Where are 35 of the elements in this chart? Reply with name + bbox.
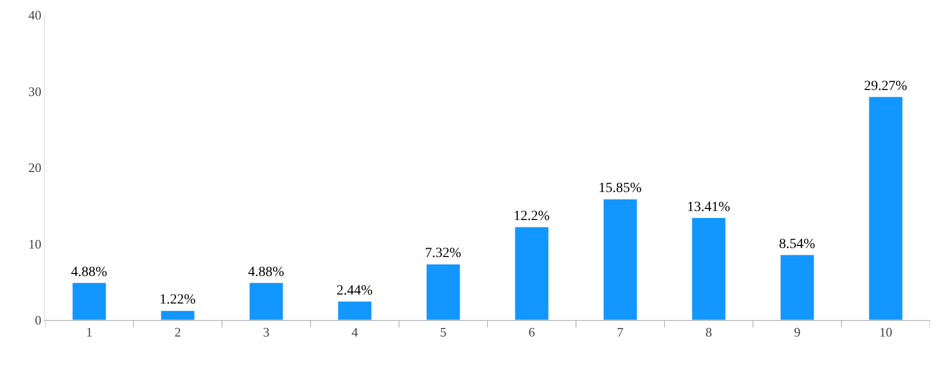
x-tick-label: 9 <box>794 324 800 340</box>
bar <box>603 198 638 320</box>
y-tick-label: 0 <box>34 312 42 328</box>
y-tick-label: 30 <box>28 84 42 99</box>
y-tick-label: 10 <box>28 236 42 252</box>
y-tick-label: 20 <box>28 160 42 176</box>
bar <box>160 310 195 320</box>
data-label: 12.2% <box>513 208 550 224</box>
bar <box>514 226 549 320</box>
data-label: 7.32% <box>425 246 462 262</box>
bar <box>72 282 106 320</box>
bar <box>692 218 726 320</box>
x-tick-label: 5 <box>440 324 446 340</box>
x-tick-label: 7 <box>617 324 624 340</box>
x-tick-label: 8 <box>706 324 712 340</box>
bar <box>868 96 903 320</box>
bar <box>338 301 372 320</box>
bar <box>780 254 814 320</box>
x-tick-label: 3 <box>263 324 270 340</box>
data-label: 2.44% <box>336 283 374 298</box>
x-tick-label: 2 <box>174 324 181 340</box>
data-label: 13.41% <box>687 200 730 215</box>
bar <box>426 264 460 320</box>
data-label: 8.54% <box>779 236 816 252</box>
data-label: 15.85% <box>598 181 642 196</box>
data-label: 4.88% <box>71 264 108 280</box>
x-tick-label: 10 <box>879 324 892 340</box>
x-tick-label: 6 <box>528 324 536 340</box>
x-tick-label: 4 <box>352 324 358 340</box>
x-tick-label: 1 <box>86 324 92 340</box>
data-label: 29.27% <box>864 78 908 94</box>
data-label: 1.22% <box>160 292 196 308</box>
bar <box>249 282 284 320</box>
y-tick-label: 40 <box>28 8 42 23</box>
data-label: 4.88% <box>248 264 285 280</box>
